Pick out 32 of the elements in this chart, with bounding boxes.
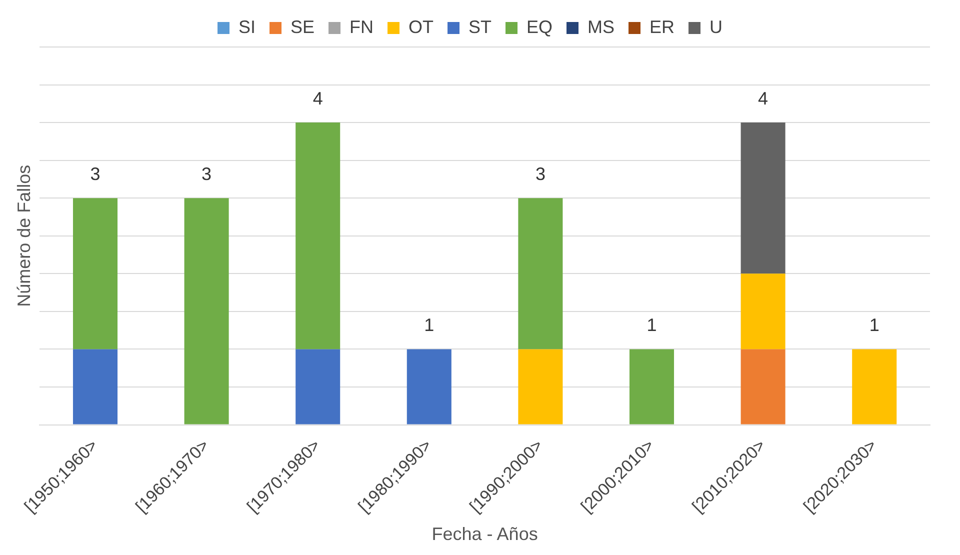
bar (406, 349, 452, 424)
bar (629, 349, 674, 424)
bar (852, 349, 897, 424)
total-label: 4 (758, 88, 768, 109)
bar (518, 349, 563, 424)
legend-label: SI (238, 16, 256, 37)
x-axis-title: Fecha - Años (432, 524, 538, 544)
total-label: 4 (312, 88, 323, 109)
total-label: 1 (424, 315, 434, 336)
total-label: 1 (869, 315, 880, 336)
total-label: 3 (90, 164, 100, 184)
legend-label: FN (350, 16, 374, 37)
legend-label: EQ (526, 16, 553, 37)
bar (518, 198, 563, 350)
legend-label: SE (290, 16, 315, 37)
bar (740, 349, 786, 424)
total-label: 1 (646, 315, 657, 336)
legend-label: U (710, 16, 723, 37)
y-axis-title: Número de Fallos (14, 164, 34, 307)
bar (72, 198, 118, 350)
bar (296, 122, 340, 350)
legend-label: ER (650, 16, 675, 37)
legend-label: MS (588, 16, 615, 37)
total-label: 3 (535, 164, 546, 184)
legend-label: OT (408, 16, 434, 37)
bar (740, 122, 786, 274)
bar (740, 274, 786, 350)
bar (184, 198, 229, 424)
bar (296, 349, 340, 424)
legend-label: ST (468, 16, 492, 37)
total-label: 3 (202, 164, 212, 184)
bar (72, 349, 118, 424)
